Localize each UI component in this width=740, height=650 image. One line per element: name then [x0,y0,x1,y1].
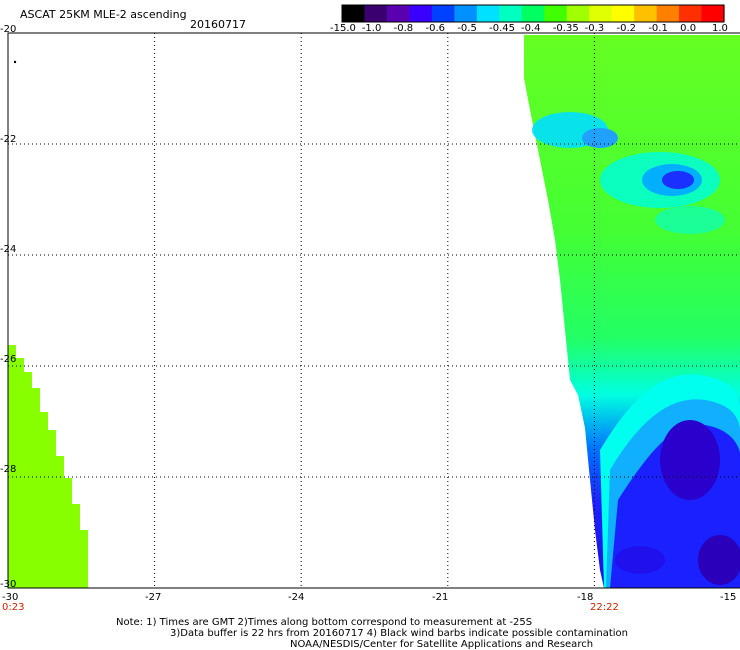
purple-core-1 [660,420,720,500]
note-line-2: 3)Data buffer is 22 hrs from 20160717 4)… [170,628,628,639]
colorbar-swatch [521,5,545,22]
time-label-left: 0:23 [2,602,25,613]
colorbar-swatch [566,5,590,22]
lat-label-30: -30 [0,579,17,590]
lat-label-20: -20 [0,24,17,35]
colorbar-label: -0.6 [425,23,446,34]
island-marker [13,60,17,64]
colorbar-label: -0.8 [393,23,414,34]
lat-label-24: -24 [0,244,17,255]
lat-label-28: -28 [0,464,17,475]
colorbar-swatch [701,5,725,22]
lat-lon-grid [8,33,740,588]
lon-label-27: -27 [145,592,162,603]
lat-label-22: -22 [0,134,17,145]
colorbar-frame [341,4,725,23]
colorbar-swatch [679,5,703,22]
colorbar-label: -0.4 [521,23,541,34]
colorbar [342,5,725,22]
colorbar-swatch [431,5,455,22]
colorbar-label: 1.0 [712,23,728,34]
colorbar-swatch [342,5,366,22]
product-title: ASCAT 25KM MLE-2 ascending [20,8,187,21]
colorbar-swatch [454,5,478,22]
colorbar-label: -1.0 [361,23,382,34]
note-line-1: Note: 1) Times are GMT 2)Times along bot… [116,617,533,628]
swath-left [8,345,88,588]
purple-core-2 [698,535,740,585]
blue-feature-2 [662,171,694,189]
colorbar-swatch [476,5,500,22]
colorbar-swatch [544,5,568,22]
colorbar-label: -0.1 [648,23,668,34]
colorbar-swatch [409,5,433,22]
time-label-right: 22:22 [590,602,619,613]
colorbar-label: -15.0 [330,23,356,34]
product-date: 20160717 [190,18,246,31]
colorbar-label: -0.5 [457,23,477,34]
colorbar-label: -0.45 [489,23,516,34]
note-line-3: NOAA/NESDIS/Center for Satellite Applica… [290,639,594,650]
sky-feature-1 [582,128,618,148]
colorbar-swatch [634,5,658,22]
colorbar-swatch [611,5,635,22]
lon-label-18: -18 [577,592,594,603]
colorbar-swatch [386,5,411,22]
colorbar-label: -0.35 [552,23,579,34]
colorbar-swatch [364,5,388,22]
lat-label-26: -26 [0,354,17,365]
lon-label-24: -24 [288,592,305,603]
colorbar-swatch [656,5,680,22]
colorbar-swatch [499,5,523,22]
lon-label-30: -30 [2,592,19,603]
lon-label-15: -15 [720,592,737,603]
colorbar-swatch [589,5,613,22]
swath-right [524,35,740,588]
colorbar-label: -0.3 [584,23,605,34]
colorbar-label: 0.0 [680,23,697,34]
lon-label-21: -21 [432,592,449,603]
map-frame [7,32,740,589]
colorbar-label: -0.2 [616,23,637,34]
